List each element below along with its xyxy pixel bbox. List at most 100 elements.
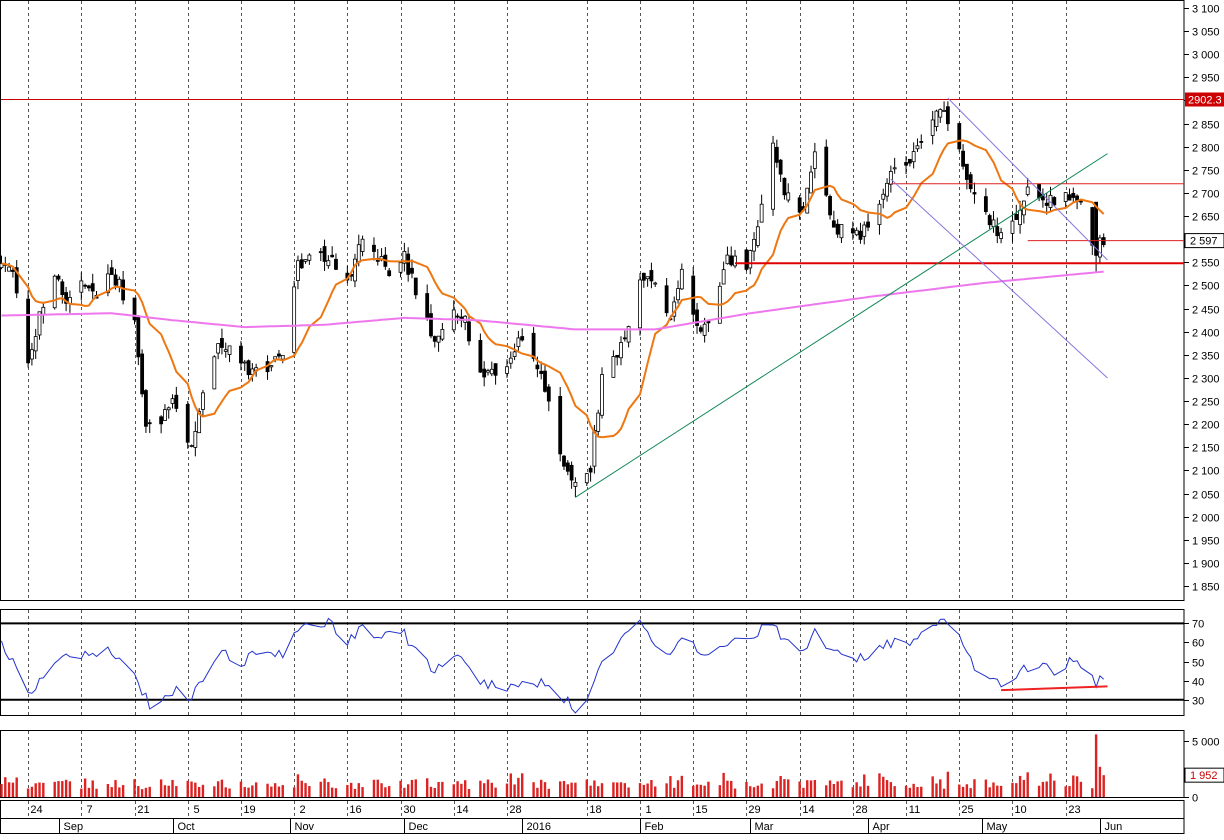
volume-bar [463, 780, 467, 797]
volume-bar [650, 780, 653, 797]
volume-bar [965, 784, 969, 797]
candle-body [132, 297, 137, 321]
candle-body [41, 306, 46, 315]
candle-body [486, 370, 490, 373]
candle-body [938, 109, 943, 118]
volume-bar [703, 785, 706, 797]
volume-bar [1018, 775, 1022, 797]
last-volume-tag-label: 1 952 [1190, 770, 1218, 782]
candle-body [562, 455, 566, 467]
volume-bar [1041, 781, 1045, 797]
candle-body [303, 259, 308, 262]
candle-body [356, 244, 361, 263]
volume-bar [387, 786, 391, 797]
price-panel-frame [0, 0, 1185, 601]
candle-body [406, 253, 411, 275]
volume-bar [228, 788, 231, 797]
candle-body [653, 282, 658, 285]
candle-body [166, 407, 171, 411]
volume-bar [920, 786, 923, 797]
trend-line [575, 153, 1108, 498]
volume-bar [916, 787, 919, 797]
candle-body [733, 255, 737, 267]
volume-bar [726, 780, 729, 797]
volume-bar [121, 785, 125, 797]
candle-body [242, 361, 247, 364]
volume-bar [680, 775, 684, 797]
x-month-label: May [987, 821, 1008, 833]
candle-body [26, 298, 31, 364]
price-tick-label: 1 900 [1192, 559, 1220, 571]
candle-body [277, 353, 281, 357]
volume-bar [832, 783, 836, 797]
candle-body [455, 315, 460, 318]
volume-bar [91, 780, 94, 797]
candle-body [429, 313, 433, 337]
candle-body [584, 473, 589, 484]
candle-body [641, 272, 646, 281]
candle-body [752, 238, 756, 252]
volume-bar [296, 774, 300, 797]
candle-body [892, 167, 897, 170]
price-tick-label: 2 950 [1192, 73, 1220, 85]
volume-bar [1068, 786, 1071, 797]
candle-body [144, 390, 148, 427]
volume-bar [984, 779, 988, 797]
short-moving-average-line [1, 139, 1105, 439]
candle-body [1052, 197, 1057, 206]
candle-body [862, 224, 867, 237]
volume-bar [722, 772, 725, 797]
candle-body [1071, 192, 1076, 198]
volume-bar [4, 777, 7, 797]
candle-body [1010, 220, 1015, 234]
candle-body [318, 251, 323, 254]
candle-body [322, 246, 327, 262]
volume-bar [292, 787, 296, 797]
candle-body [805, 187, 810, 214]
price-tick-label: 2 800 [1192, 143, 1220, 155]
volume-bar [1075, 776, 1079, 797]
volume-bar [433, 787, 436, 797]
volume-bar [851, 787, 855, 797]
candle-body [904, 162, 908, 166]
volume-bar [26, 788, 30, 797]
volume-bar [1064, 786, 1067, 797]
price-tick-label: 2 100 [1192, 466, 1220, 478]
candle-body [330, 254, 335, 258]
candle-body [930, 119, 935, 136]
volume-bar [840, 780, 843, 797]
volume-bar [699, 784, 703, 797]
volume-bar [589, 785, 592, 797]
last-volume-tag [1184, 767, 1224, 783]
volume-bar [410, 779, 414, 797]
oscillator-tick-label: 40 [1192, 677, 1204, 689]
candle-body [945, 106, 950, 125]
oscillator-tick-label: 60 [1192, 638, 1204, 650]
volume-bar [175, 786, 178, 797]
volume-bar [787, 779, 790, 797]
volume-bar [574, 782, 577, 797]
volume-bar [137, 786, 140, 797]
x-day-label: 28 [509, 804, 521, 816]
volume-bar [570, 782, 573, 797]
volume-bar [247, 787, 250, 797]
candle-body [858, 230, 863, 240]
volume-bar [414, 779, 417, 797]
price-tick-label: 2 150 [1192, 443, 1220, 455]
volume-bar [482, 783, 486, 797]
candle-body [786, 192, 791, 201]
x-day-label: 1 [645, 804, 651, 816]
candle-body [972, 192, 977, 195]
candle-body [809, 171, 813, 194]
candle-body [117, 278, 122, 288]
volume-bar [1022, 779, 1026, 797]
candle-body [170, 398, 175, 404]
volume-bar [695, 784, 699, 797]
price-tick-label: 2 000 [1192, 513, 1220, 525]
volume-bar [224, 787, 227, 797]
volume-tick-label: 5 000 [1192, 737, 1220, 749]
volume-bar [1098, 766, 1102, 797]
volume-bar [456, 781, 459, 797]
candle-body [223, 349, 228, 352]
price-tick-label: 2 200 [1192, 420, 1220, 432]
